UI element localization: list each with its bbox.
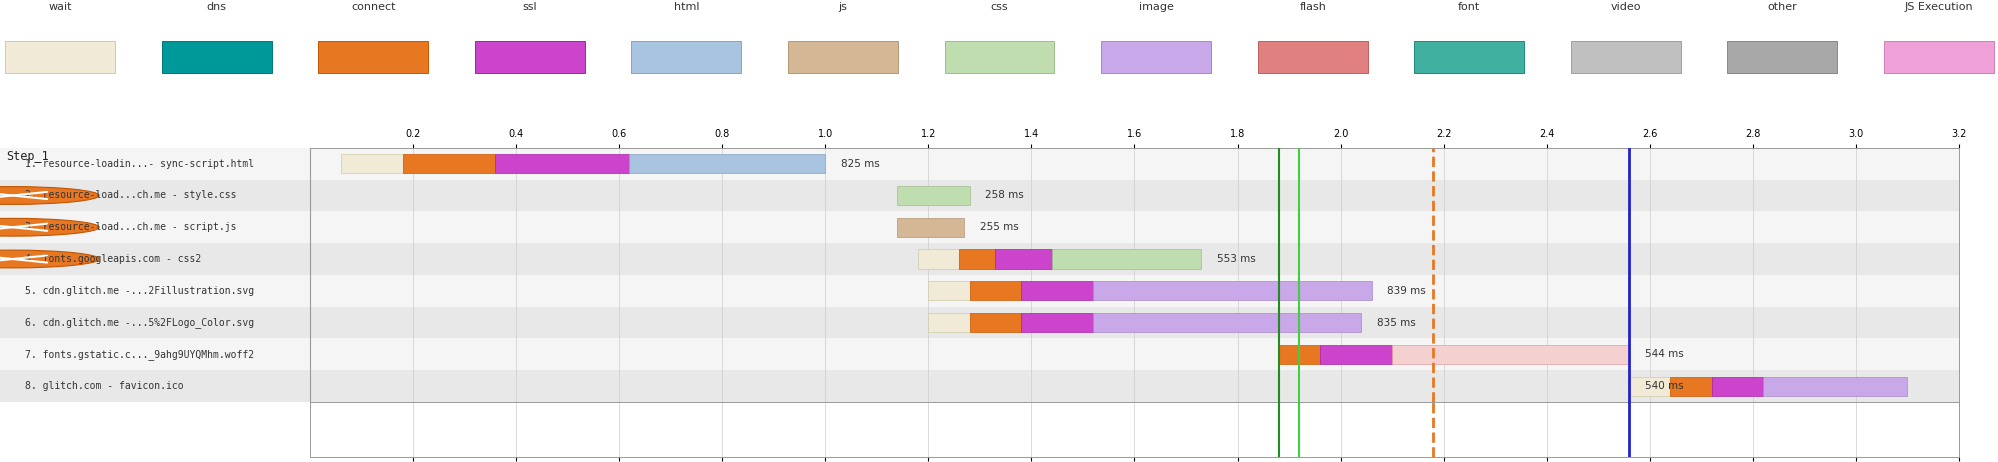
Text: other: other — [1766, 2, 1796, 12]
FancyBboxPatch shape — [1093, 313, 1361, 332]
Text: 5. cdn.glitch.me -...2Fillustration.svg: 5. cdn.glitch.me -...2Fillustration.svg — [24, 286, 254, 296]
Bar — [310, 212, 1958, 243]
FancyBboxPatch shape — [0, 275, 310, 307]
Bar — [310, 338, 1958, 370]
Text: 835 ms: 835 ms — [1377, 317, 1415, 328]
Text: 540 ms: 540 ms — [1644, 381, 1682, 391]
Text: 3. resource-load...ch.me - script.js: 3. resource-load...ch.me - script.js — [24, 222, 236, 232]
FancyBboxPatch shape — [1884, 41, 1994, 73]
FancyBboxPatch shape — [1391, 345, 1628, 364]
FancyBboxPatch shape — [1021, 281, 1093, 300]
FancyBboxPatch shape — [629, 154, 825, 173]
Circle shape — [0, 250, 100, 268]
Text: JS Execution: JS Execution — [1904, 2, 1972, 12]
FancyBboxPatch shape — [1710, 377, 1762, 395]
Text: flash: flash — [1299, 2, 1325, 12]
FancyBboxPatch shape — [969, 313, 1021, 332]
Circle shape — [0, 219, 100, 236]
FancyBboxPatch shape — [1670, 377, 1710, 395]
FancyBboxPatch shape — [0, 148, 310, 180]
Text: 2. resource-load...ch.me - style.css: 2. resource-load...ch.me - style.css — [24, 190, 236, 201]
FancyBboxPatch shape — [1279, 345, 1319, 364]
FancyBboxPatch shape — [0, 370, 310, 402]
FancyBboxPatch shape — [927, 313, 969, 332]
Text: wait: wait — [48, 2, 72, 12]
Bar — [310, 243, 1958, 275]
Text: image: image — [1139, 2, 1173, 12]
FancyBboxPatch shape — [995, 249, 1051, 268]
Text: 839 ms: 839 ms — [1387, 286, 1425, 296]
FancyBboxPatch shape — [943, 41, 1055, 73]
Text: 258 ms: 258 ms — [985, 190, 1023, 201]
FancyBboxPatch shape — [959, 249, 995, 268]
Text: video: video — [1610, 2, 1640, 12]
Text: 6. cdn.glitch.me -...5%2FLogo_Color.svg: 6. cdn.glitch.me -...5%2FLogo_Color.svg — [24, 317, 254, 328]
Text: 1. resource-loadin...- sync-script.html: 1. resource-loadin...- sync-script.html — [24, 159, 254, 169]
Bar — [310, 370, 1958, 402]
FancyBboxPatch shape — [1257, 41, 1367, 73]
FancyBboxPatch shape — [0, 243, 310, 275]
FancyBboxPatch shape — [318, 41, 428, 73]
FancyBboxPatch shape — [476, 41, 585, 73]
FancyBboxPatch shape — [402, 154, 496, 173]
FancyBboxPatch shape — [1319, 345, 1391, 364]
Text: dns: dns — [206, 2, 226, 12]
FancyBboxPatch shape — [1101, 41, 1211, 73]
Text: font: font — [1457, 2, 1481, 12]
Text: css: css — [991, 2, 1007, 12]
FancyBboxPatch shape — [0, 180, 310, 211]
FancyBboxPatch shape — [1093, 281, 1371, 300]
FancyBboxPatch shape — [927, 281, 969, 300]
Circle shape — [0, 187, 100, 204]
FancyBboxPatch shape — [496, 154, 629, 173]
FancyBboxPatch shape — [917, 249, 959, 268]
Text: html: html — [673, 2, 699, 12]
FancyBboxPatch shape — [1051, 249, 1201, 268]
Bar — [310, 180, 1958, 211]
Text: ssl: ssl — [521, 2, 537, 12]
FancyBboxPatch shape — [1726, 41, 1836, 73]
Text: 255 ms: 255 ms — [979, 222, 1019, 232]
Text: js: js — [837, 2, 847, 12]
FancyBboxPatch shape — [4, 41, 114, 73]
FancyBboxPatch shape — [0, 307, 310, 338]
Text: 553 ms: 553 ms — [1217, 254, 1255, 264]
FancyBboxPatch shape — [787, 41, 897, 73]
Text: connect: connect — [352, 2, 396, 12]
FancyBboxPatch shape — [0, 338, 310, 370]
FancyBboxPatch shape — [1570, 41, 1680, 73]
FancyBboxPatch shape — [162, 41, 272, 73]
FancyBboxPatch shape — [897, 218, 963, 237]
FancyBboxPatch shape — [969, 281, 1021, 300]
FancyBboxPatch shape — [1021, 313, 1093, 332]
FancyBboxPatch shape — [1762, 377, 1906, 395]
Text: 7. fonts.gstatic.c..._9ahg9UYQMhm.woff2: 7. fonts.gstatic.c..._9ahg9UYQMhm.woff2 — [24, 349, 254, 360]
Text: 544 ms: 544 ms — [1644, 349, 1682, 359]
Text: 8. glitch.com - favicon.ico: 8. glitch.com - favicon.ico — [24, 381, 184, 391]
Text: 4. fonts.googleapis.com - css2: 4. fonts.googleapis.com - css2 — [24, 254, 202, 264]
FancyBboxPatch shape — [1628, 377, 1670, 395]
FancyBboxPatch shape — [340, 154, 402, 173]
Bar — [310, 307, 1958, 338]
FancyBboxPatch shape — [0, 211, 310, 243]
FancyBboxPatch shape — [631, 41, 741, 73]
FancyBboxPatch shape — [1415, 41, 1524, 73]
FancyBboxPatch shape — [897, 186, 969, 205]
Text: Step_1: Step_1 — [6, 150, 48, 164]
Bar — [310, 148, 1958, 180]
Bar — [310, 275, 1958, 307]
Text: 825 ms: 825 ms — [841, 159, 879, 169]
